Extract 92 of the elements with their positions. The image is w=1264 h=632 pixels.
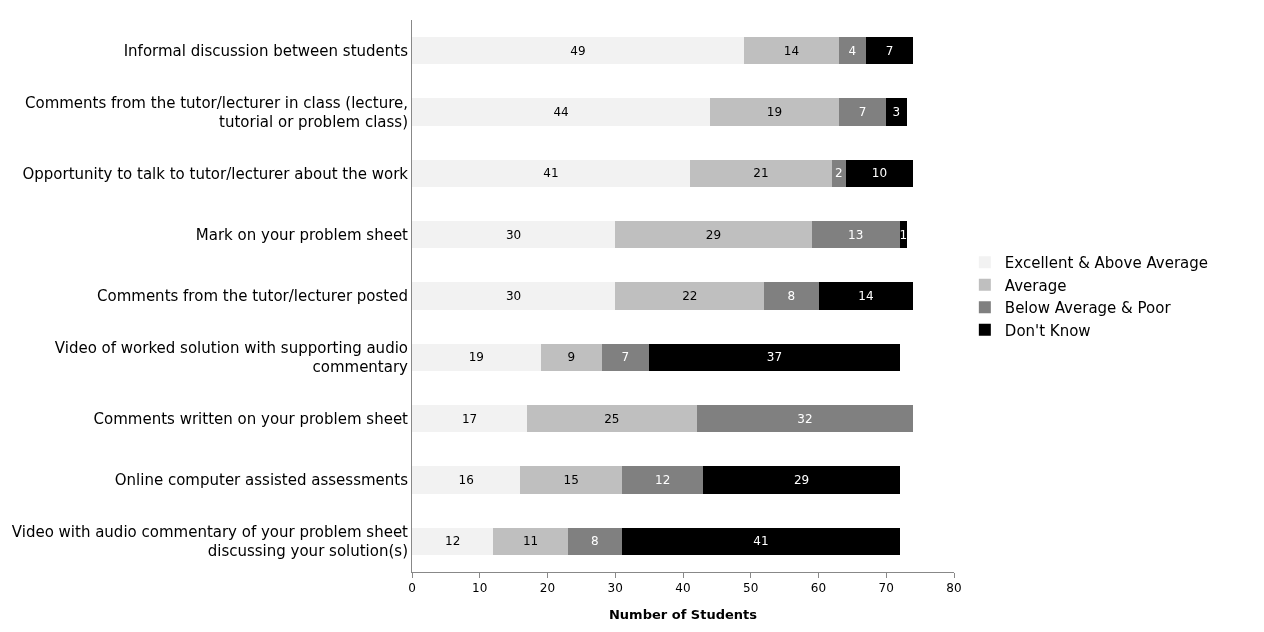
legend-label: Excellent & Above Average xyxy=(1004,254,1209,273)
bar xyxy=(696,404,914,433)
bar xyxy=(622,466,704,494)
data-label: 30 xyxy=(505,227,522,242)
x-tick-label: 0 xyxy=(408,581,416,596)
data-label: 7 xyxy=(621,350,630,365)
data-label: 8 xyxy=(787,289,796,303)
bar xyxy=(601,343,650,372)
bar xyxy=(710,98,839,126)
bar xyxy=(838,36,866,65)
bar xyxy=(412,404,528,433)
bar xyxy=(818,282,914,310)
bar xyxy=(412,159,690,188)
y-tick-label: Opportunity to talk to tutor/lecturer about the work xyxy=(22,164,409,183)
data-label: 44 xyxy=(553,105,569,119)
bar xyxy=(567,527,623,556)
data-label: 29 xyxy=(705,227,722,242)
bar xyxy=(527,404,697,433)
bar xyxy=(811,220,900,249)
data-label: 4 xyxy=(848,43,857,58)
data-label: 8 xyxy=(591,534,599,549)
bar xyxy=(520,466,623,494)
bar xyxy=(412,466,521,494)
bar xyxy=(764,282,819,310)
y-tick-label: Comments from the tutor/lecturer posted xyxy=(97,287,408,306)
data-label: 32 xyxy=(797,411,813,426)
bar xyxy=(412,527,494,556)
data-label: 19 xyxy=(766,105,783,119)
y-tick-label: Comments written on your problem sheet xyxy=(93,409,409,428)
y-tick-label: Video with audio commentary of your problem sheet discussing your solution(s) xyxy=(11,522,409,561)
legend-label: Below Average & Poor xyxy=(1004,299,1172,318)
data-label: 30 xyxy=(505,289,522,303)
x-tick-label: 70 xyxy=(878,581,894,596)
x-tick-label: 50 xyxy=(743,581,759,596)
data-label: 10 xyxy=(871,166,888,181)
x-tick-label: 30 xyxy=(607,581,623,596)
x-tick-label: 10 xyxy=(472,581,488,596)
bar xyxy=(412,98,711,126)
bar xyxy=(615,220,812,249)
y-tick-label: Informal discussion between students xyxy=(123,41,409,60)
data-label: 15 xyxy=(563,473,579,487)
legend-label: Don't Know xyxy=(1004,321,1091,340)
data-label: 2 xyxy=(835,166,843,181)
data-label: 12 xyxy=(655,473,671,487)
data-label: 11 xyxy=(522,534,539,549)
data-label: 13 xyxy=(848,227,864,242)
bar xyxy=(412,220,616,249)
data-label: 49 xyxy=(570,43,586,58)
bar xyxy=(689,159,833,188)
data-label: 16 xyxy=(458,473,474,487)
y-tick-label: Video of worked solution with supporting audio commentary xyxy=(54,338,409,377)
bar xyxy=(703,466,900,494)
data-label: 7 xyxy=(858,105,867,119)
data-label: 12 xyxy=(445,534,461,549)
x-axis-title: Number of Students xyxy=(608,607,758,622)
data-label: 21 xyxy=(753,166,769,181)
bar xyxy=(615,282,765,310)
data-label: 19 xyxy=(468,350,485,365)
bar xyxy=(540,343,602,372)
x-tick-label: 60 xyxy=(810,581,827,596)
data-label: 1 xyxy=(899,227,908,242)
bar xyxy=(832,159,846,188)
data-label: 29 xyxy=(793,473,810,487)
data-label: 41 xyxy=(543,166,559,181)
y-tick-label: Comments from the tutor/lecturer in class (lecture, tutorial or problem class) xyxy=(25,93,408,131)
bar xyxy=(845,159,914,188)
x-tick-label: 40 xyxy=(675,581,691,596)
bar xyxy=(412,36,744,65)
bar xyxy=(412,343,541,372)
bar xyxy=(838,98,887,126)
data-label: 25 xyxy=(604,411,620,426)
bar xyxy=(865,36,914,65)
bar xyxy=(493,527,568,556)
data-label: 37 xyxy=(766,350,783,365)
bar xyxy=(412,282,616,310)
x-tick-label: 80 xyxy=(946,581,962,596)
data-label: 17 xyxy=(461,411,478,426)
data-label: 7 xyxy=(885,43,894,58)
data-label: 14 xyxy=(858,289,874,303)
bar xyxy=(886,98,907,126)
y-tick-label: Online computer assisted assessments xyxy=(114,471,409,490)
data-label: 41 xyxy=(753,534,769,549)
bar xyxy=(622,527,900,556)
data-label: 3 xyxy=(892,105,901,119)
y-tick-label: Mark on your problem sheet xyxy=(195,225,409,244)
bar xyxy=(649,343,900,372)
data-label: 9 xyxy=(567,350,576,365)
data-label: 22 xyxy=(682,289,698,303)
data-label: 14 xyxy=(783,43,800,58)
legend-label: Average xyxy=(1004,276,1067,295)
bar xyxy=(743,36,839,65)
x-tick-label: 20 xyxy=(539,581,556,596)
